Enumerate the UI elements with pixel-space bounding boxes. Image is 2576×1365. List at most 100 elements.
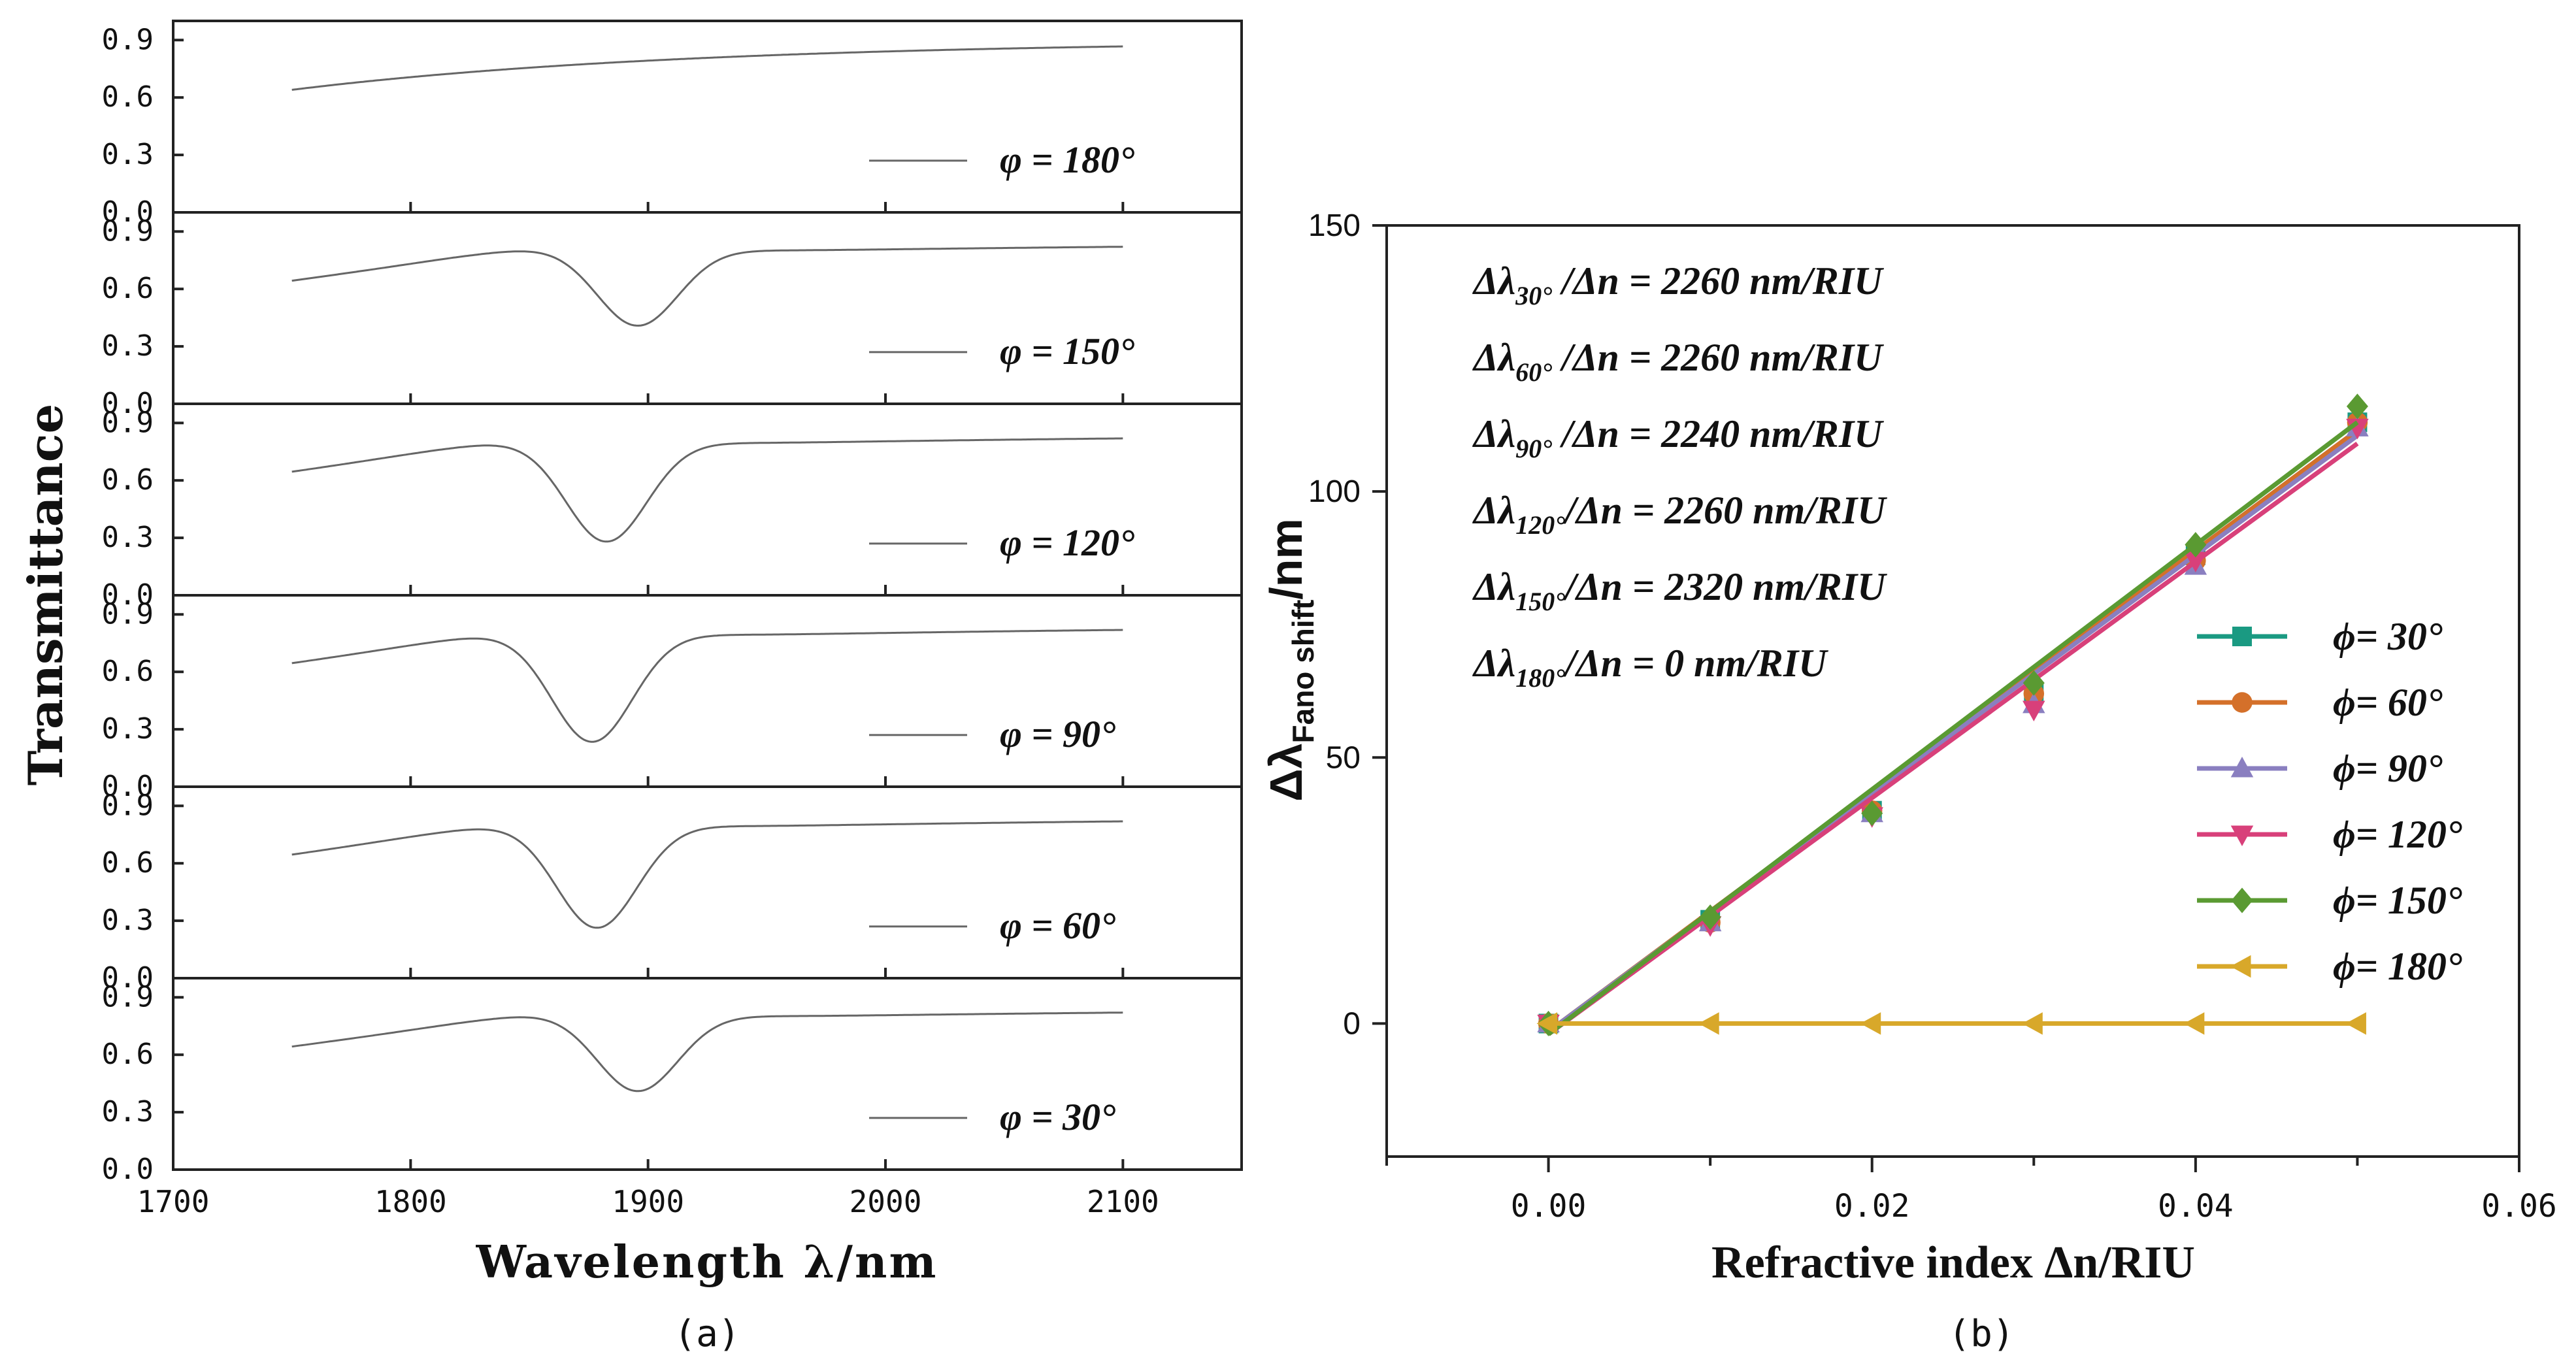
annotation-sub: 150° (1515, 587, 1565, 616)
transmittance-curve (291, 45, 1123, 91)
x-tick-label: 1900 (612, 1184, 684, 1219)
data-point (1699, 904, 1721, 930)
legend-label: φ = 60° (1000, 904, 1115, 947)
y-tick-label: 0.0 (102, 1153, 154, 1186)
annotation-rest: /Δn = 2260 nm/RIU (1562, 489, 1887, 532)
annotation-rest: /Δn = 2320 nm/RIU (1562, 565, 1887, 608)
legend-item-2: ϕ= 90° (2197, 747, 2443, 790)
y-tick-label: 50 (1326, 740, 1361, 775)
subplot-frame (172, 594, 1243, 788)
legend-label: ϕ= 120° (2333, 813, 2462, 856)
y-tick-label: 0.3 (102, 1095, 154, 1128)
y-tick-label: 0.6 (102, 272, 154, 305)
annotation-sub: 30° (1515, 281, 1552, 310)
data-point (2345, 1012, 2366, 1035)
annotation-sub: 180° (1515, 663, 1565, 693)
annotation: Δλ180°/Δn = 0 nm/RIU (1472, 642, 1828, 693)
fit-line (1547, 442, 2359, 1036)
y-axis-label-main: Δλ (1261, 743, 1312, 801)
y-tick-label: 0.9 (102, 23, 154, 56)
y-tick-label: 0.9 (102, 597, 154, 631)
subplot-a-2: 0.0 0.3 0.6 0.9 φ = 120° (102, 403, 1243, 612)
panel-label: (a) (674, 1313, 740, 1355)
legend-label: ϕ= 90° (2333, 747, 2443, 790)
transmittance-curve (291, 246, 1123, 327)
data-point (1860, 1012, 1881, 1035)
x-axis-label: Wavelength λ/nm (476, 1236, 938, 1289)
subplot-a-0: 0.0 0.3 0.6 0.9 φ = 180° (102, 20, 1243, 229)
y-tick-label: 0.9 (102, 214, 154, 248)
data-point (1861, 800, 1883, 827)
annotation-main: Δλ (1472, 489, 1515, 532)
subplot-a-3: 0.0 0.3 0.6 0.9 φ = 90° (102, 594, 1243, 803)
panel-label: (b) (1948, 1313, 2014, 1355)
legend-item-5: ϕ= 180° (2197, 945, 2462, 988)
data-point (1536, 1012, 1558, 1035)
annotation-rest: /Δn = 2240 nm/RIU (1552, 412, 1884, 455)
transmittance-curve (291, 1011, 1123, 1093)
annotation-rest: /Δn = 2260 nm/RIU (1552, 336, 1884, 379)
annotation-main: Δλ (1472, 642, 1515, 685)
x-axis-label: Refractive index Δn/RIU (1711, 1238, 2195, 1288)
y-tick-label: 0.0 (102, 387, 154, 420)
y-tick-label: 0.9 (102, 406, 154, 439)
y-tick-label: 0.0 (102, 770, 154, 803)
y-tick-label: 100 (1308, 474, 1361, 509)
transmittance-curve (291, 629, 1123, 743)
annotation-rest: /Δn = 0 nm/RIU (1562, 642, 1828, 685)
data-point (1698, 1012, 1719, 1035)
x-tick-label: 2000 (850, 1184, 922, 1219)
x-tick-label: 1800 (374, 1184, 447, 1219)
y-tick-label: 0.3 (102, 521, 154, 554)
plot-frame (1385, 224, 2520, 1158)
legend-item-4: ϕ= 150° (2197, 879, 2462, 922)
y-axis-label: Transmittance (18, 404, 73, 786)
data-point (2023, 700, 2045, 721)
y-tick-label: 0.3 (102, 138, 154, 171)
legend-marker (2231, 887, 2253, 913)
x-tick-label: 0.00 (1511, 1188, 1587, 1225)
subplot-frame (172, 977, 1243, 1171)
legend-marker (2230, 825, 2254, 846)
legend-marker (2232, 627, 2252, 646)
legend-item-0: ϕ= 30° (2197, 615, 2443, 658)
legend-item-3: ϕ= 120° (2197, 813, 2462, 856)
annotation-main: Δλ (1472, 565, 1515, 608)
legend-marker (2230, 955, 2251, 978)
y-tick-label: 0.0 (102, 961, 154, 995)
legend-label: ϕ= 150° (2333, 879, 2462, 922)
legend-marker (2232, 692, 2253, 713)
x-tick-label: 1700 (137, 1184, 210, 1219)
y-axis-label: ΔλFano shift/nm (1261, 518, 1320, 801)
legend-item-1: ϕ= 60° (2197, 681, 2443, 724)
annotation: Δλ90° /Δn = 2240 nm/RIU (1472, 412, 1884, 463)
data-point (2023, 670, 2045, 696)
annotation: Δλ60° /Δn = 2260 nm/RIU (1472, 336, 1884, 387)
y-tick-label: 150 (1308, 208, 1361, 243)
data-point (2183, 1012, 2205, 1035)
data-point (2185, 532, 2207, 558)
annotation-sub: 60° (1515, 357, 1552, 387)
subplot-a-5: 0.0 0.3 0.6 0.9 φ = 30° (102, 977, 1243, 1186)
data-point (2346, 393, 2368, 419)
legend-marker (2230, 757, 2254, 778)
y-tick-label: 0.0 (102, 195, 154, 229)
annotation: Δλ30° /Δn = 2260 nm/RIU (1472, 259, 1884, 310)
y-tick-label: 0.9 (102, 980, 154, 1013)
annotation-main: Δλ (1472, 336, 1515, 379)
annotation-main: Δλ (1472, 412, 1515, 455)
y-tick-label: 0.3 (102, 904, 154, 937)
x-tick-label: 0.04 (2158, 1188, 2234, 1225)
legend-label: φ = 30° (1000, 1096, 1115, 1138)
y-tick-label: 0.3 (102, 329, 154, 363)
annotation: Δλ120°/Δn = 2260 nm/RIU (1472, 489, 1887, 540)
legend-label: ϕ= 30° (2333, 615, 2443, 658)
fit-line (1547, 420, 2359, 1036)
transmittance-curve (291, 820, 1123, 929)
y-axis-label-sub: Fano shift (1286, 600, 1320, 744)
data-point (2184, 551, 2207, 572)
y-tick-label: 0.9 (102, 789, 154, 822)
x-tick-label: 0.06 (2481, 1188, 2557, 1225)
